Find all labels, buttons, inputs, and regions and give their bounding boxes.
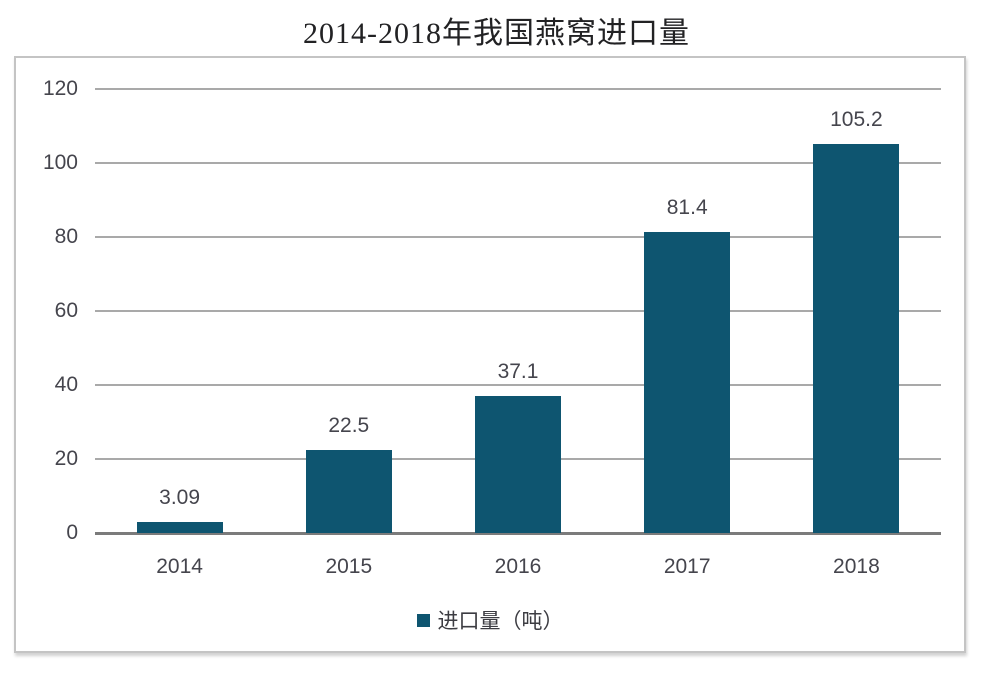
y-tick-label: 40 (54, 373, 78, 396)
y-tick-label: 60 (54, 299, 78, 322)
bar (305, 449, 392, 533)
y-tick-label: 120 (42, 77, 78, 100)
bar (136, 521, 223, 533)
bar (644, 231, 731, 533)
bar (475, 395, 561, 533)
legend-swatch (416, 613, 430, 627)
x-tick-label: 2018 (833, 555, 880, 578)
chart-area: 进口量（吨） 0 20 40 60 80 100 120 3.09 2014 22.5 2015 37… (14, 56, 966, 653)
bar-value-label: 37.1 (497, 359, 539, 383)
bar-value-label: 81.4 (666, 195, 708, 219)
gridline (95, 236, 941, 238)
gridline (95, 310, 941, 312)
bar-value-label: 105.2 (830, 107, 883, 131)
legend: 进口量（吨） (16, 605, 964, 635)
x-tick-label: 2016 (494, 555, 542, 578)
gridline (95, 88, 941, 90)
gridline (95, 384, 941, 386)
bar-value-label: 3.09 (159, 485, 201, 509)
x-tick-label: 2015 (325, 555, 373, 578)
y-tick-label: 80 (54, 225, 78, 248)
x-tick-label: 2017 (663, 555, 711, 578)
y-tick-label: 100 (42, 151, 78, 174)
bar-value-label: 22.5 (328, 413, 370, 437)
y-tick-label: 0 (66, 521, 78, 544)
x-tick-label: 2014 (156, 555, 203, 578)
bar (813, 143, 900, 533)
chart-title: 2014-2018年我国燕窝进口量 (303, 17, 690, 50)
y-tick-label: 20 (54, 447, 78, 470)
gridline (95, 162, 941, 164)
legend-label: 进口量（吨） (437, 610, 564, 633)
x-axis-line (95, 532, 941, 535)
